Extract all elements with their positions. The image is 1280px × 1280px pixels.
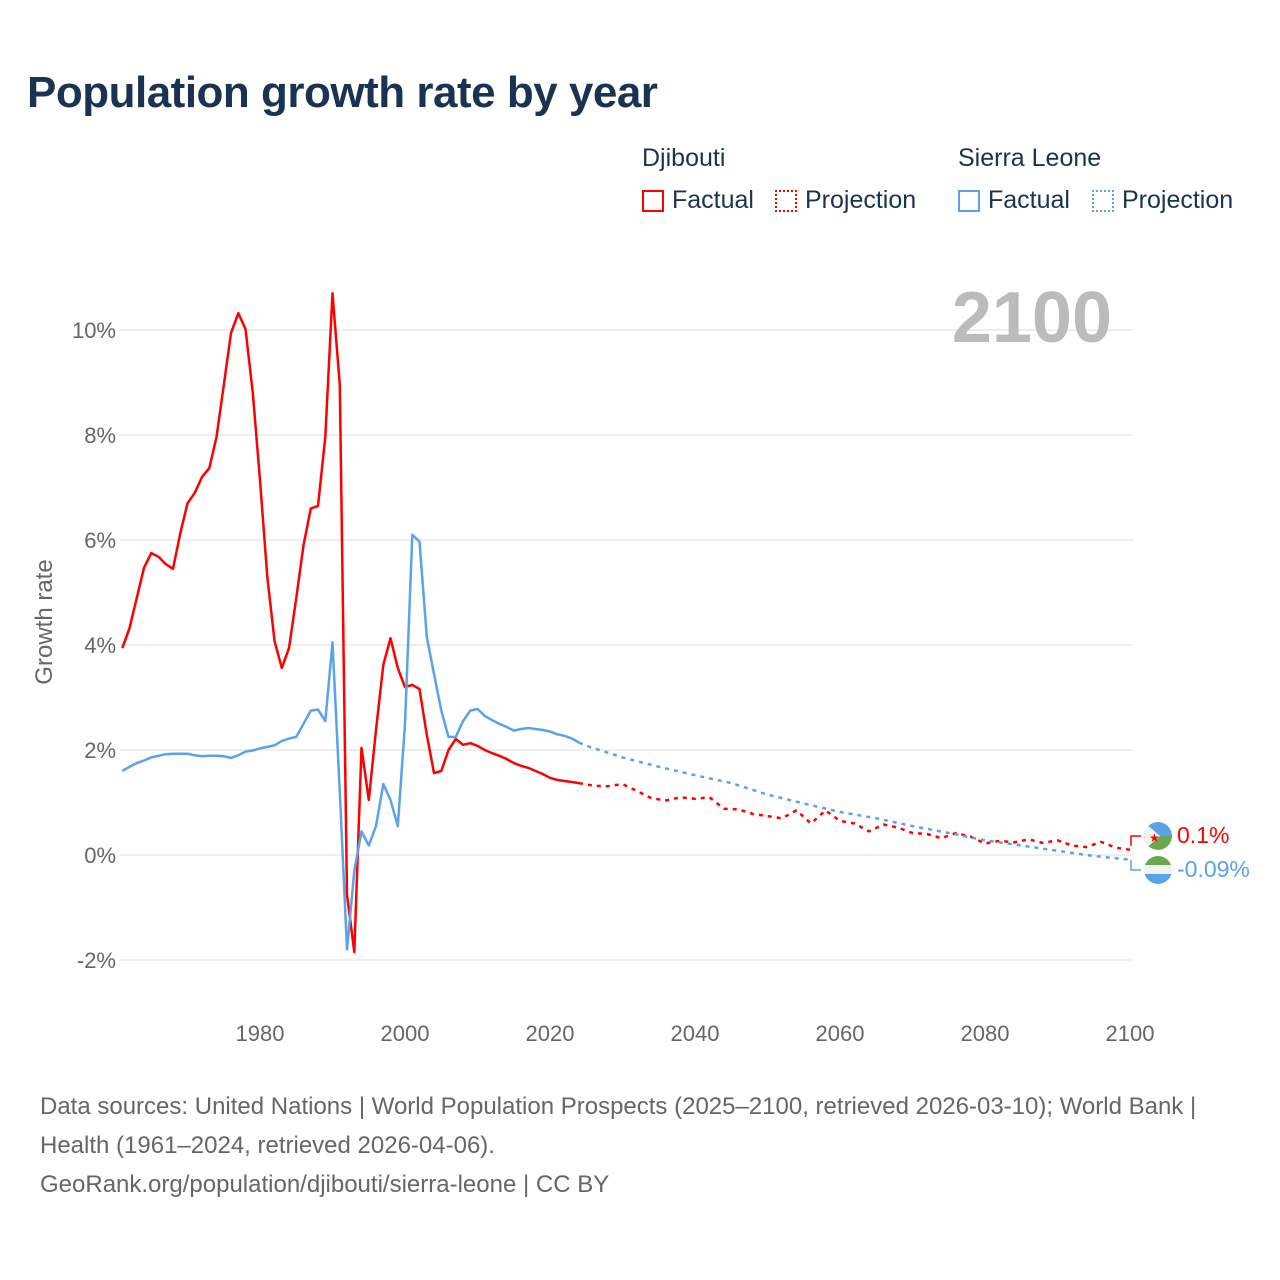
y-tick-label: 2% <box>84 738 116 763</box>
sierra-leone-end-value: -0.09% <box>1177 856 1250 882</box>
y-tick-label: 10% <box>72 318 116 343</box>
series-line-djibouti-projection <box>578 781 1131 852</box>
sierra-leone-flag-icon <box>1144 856 1172 884</box>
x-tick-label: 2100 <box>1106 1021 1155 1046</box>
chart-title: Population growth rate by year <box>27 68 658 117</box>
djibouti-connector <box>1130 835 1141 846</box>
current-year-label: 2100 <box>952 278 1112 358</box>
series-lines <box>121 292 1131 954</box>
legend-country-name: Sierra Leone <box>958 144 1102 172</box>
legend-swatch-solid <box>958 189 980 212</box>
attribution-link[interactable]: GeoRank.org/population/djibouti/sierra-l… <box>40 1171 610 1198</box>
legend-label: Projection <box>1122 186 1234 214</box>
svg-text:★: ★ <box>1149 831 1160 845</box>
y-tick-label: -2% <box>77 948 116 973</box>
x-tick-label: 2020 <box>526 1021 575 1046</box>
x-tick-label: 2040 <box>671 1021 720 1046</box>
legend-swatch-dotted <box>1092 189 1114 212</box>
legend-item-djibouti-factual[interactable]: Factual <box>642 186 754 215</box>
y-axis-ticks: -2% 0% 2% 4% 6% 8% 10% <box>72 318 116 973</box>
y-tick-label: 4% <box>84 633 116 658</box>
legend-swatch-dotted <box>775 189 797 212</box>
legend-label: Factual <box>988 186 1070 214</box>
y-tick-label: 8% <box>84 423 116 448</box>
legend-country-name: Djibouti <box>642 144 726 172</box>
footer: Data sources: United Nations | World Pop… <box>40 1087 1240 1204</box>
djibouti-flag-icon: ★ <box>1144 822 1172 850</box>
legend-label: Projection <box>805 186 917 214</box>
sierra-leone-connector <box>1130 860 1141 871</box>
legend-item-sierra-leone-projection[interactable]: Projection <box>1092 186 1233 215</box>
y-tick-label: 6% <box>84 528 116 553</box>
legend-item-sierra-leone-factual[interactable]: Factual <box>958 186 1070 215</box>
x-tick-label: 1980 <box>236 1021 285 1046</box>
end-connectors <box>1130 835 1141 871</box>
line-chart: -2% 0% 2% 4% 6% 8% 10% 1980 2000 2020 2040 2060 208… <box>31 278 1250 1046</box>
y-tick-label: 0% <box>84 843 116 868</box>
legend-swatch-solid <box>642 189 664 212</box>
djibouti-end-value: 0.1% <box>1177 822 1229 848</box>
x-tick-label: 2060 <box>816 1021 865 1046</box>
legend-label: Factual <box>672 186 754 214</box>
gridlines <box>120 329 1133 961</box>
series-line-sierra-leone-projection <box>578 741 1131 861</box>
series-line-sierra-leone-factual <box>121 533 580 951</box>
x-tick-label: 2000 <box>381 1021 430 1046</box>
legend-item-djibouti-projection[interactable]: Projection <box>775 186 916 215</box>
y-axis-label: Growth rate <box>31 559 58 684</box>
x-axis-ticks: 1980 2000 2020 2040 2060 2080 2100 <box>236 1021 1155 1046</box>
x-tick-label: 2080 <box>961 1021 1010 1046</box>
data-sources: Data sources: United Nations | World Pop… <box>40 1093 1197 1159</box>
series-line-djibouti-factual <box>121 292 580 954</box>
